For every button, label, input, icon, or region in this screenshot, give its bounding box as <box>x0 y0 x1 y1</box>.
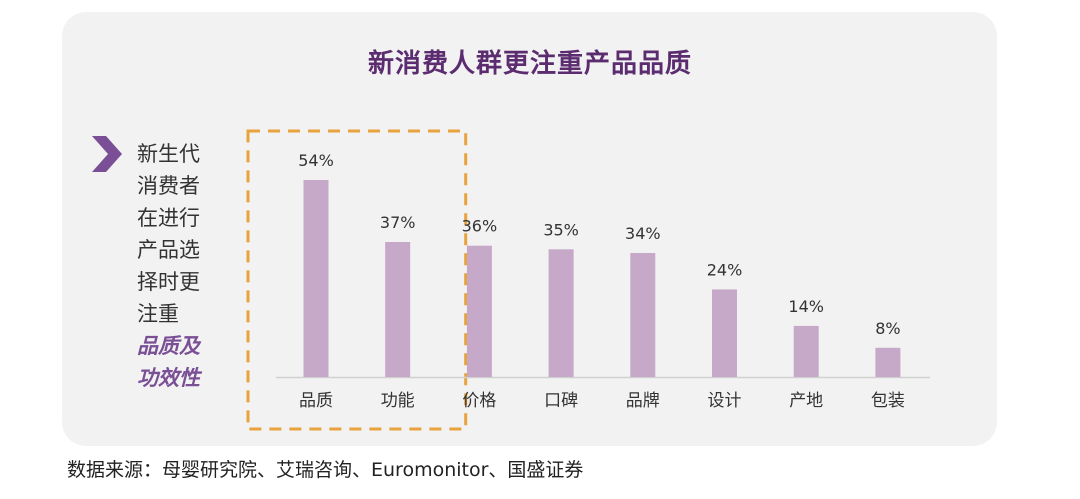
chart-card <box>62 12 997 446</box>
callout-line: 注重 <box>137 302 179 326</box>
callout-line: 产品选 <box>137 238 200 262</box>
data-label: 36% <box>462 217 498 236</box>
category-label: 产地 <box>789 391 823 411</box>
bar <box>548 249 574 377</box>
callout-line: 新生代 <box>137 142 200 166</box>
data-label: 8% <box>875 319 900 338</box>
chevron-right-icon <box>92 136 122 172</box>
data-label: 54% <box>298 151 334 170</box>
chart-title: 新消费人群更注重产品品质 <box>367 49 692 79</box>
category-label: 价格 <box>462 391 496 411</box>
highlight-box <box>246 129 468 431</box>
category-label: 口碑 <box>544 391 578 411</box>
bar <box>630 252 656 377</box>
bar <box>303 180 329 377</box>
callout-emphasis: 品质及 <box>137 334 200 358</box>
category-label: 设计 <box>708 391 742 411</box>
callout-line: 择时更 <box>137 270 200 294</box>
bar <box>793 325 819 377</box>
data-label: 34% <box>625 224 661 243</box>
category-label: 功能 <box>381 391 415 411</box>
callout-line: 消费者 <box>137 174 200 198</box>
callout-emphasis: 功效性 <box>137 366 200 390</box>
data-label: 14% <box>788 297 824 316</box>
bar <box>875 347 901 377</box>
bar <box>712 289 737 377</box>
bar <box>385 242 411 377</box>
category-label: 包装 <box>871 391 905 411</box>
data-label: 37% <box>380 213 416 232</box>
callout-line: 在进行 <box>137 206 200 230</box>
bar <box>466 245 492 377</box>
data-label: 24% <box>707 260 743 279</box>
category-label: 品牌 <box>626 391 660 411</box>
data-label: 35% <box>543 220 579 239</box>
category-label: 品质 <box>299 391 333 411</box>
callout-text: 新生代 消费者 在进行 产品选 择时更 注重 品质及 功效性 <box>137 138 217 394</box>
source-note: 数据来源：母婴研究院、艾瑞咨询、Euromonitor、国盛证券 <box>67 459 584 481</box>
